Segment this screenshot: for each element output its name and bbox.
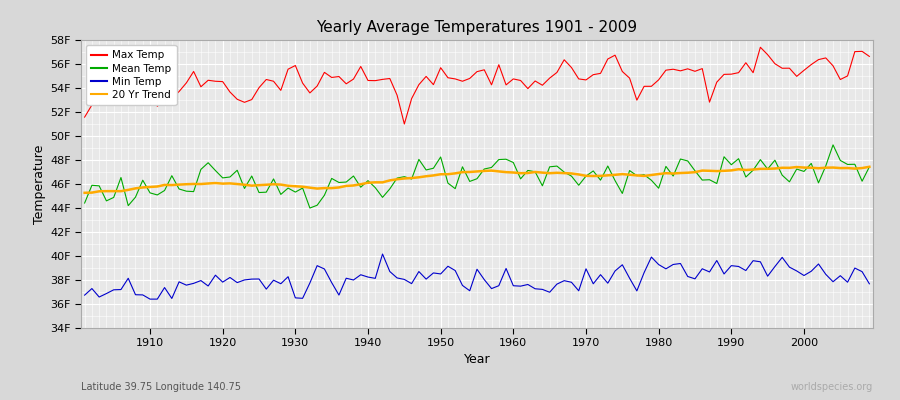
Text: worldspecies.org: worldspecies.org: [791, 382, 873, 392]
Text: Latitude 39.75 Longitude 140.75: Latitude 39.75 Longitude 140.75: [81, 382, 241, 392]
X-axis label: Year: Year: [464, 352, 490, 366]
Legend: Max Temp, Mean Temp, Min Temp, 20 Yr Trend: Max Temp, Mean Temp, Min Temp, 20 Yr Tre…: [86, 45, 176, 105]
Y-axis label: Temperature: Temperature: [32, 144, 46, 224]
Title: Yearly Average Temperatures 1901 - 2009: Yearly Average Temperatures 1901 - 2009: [317, 20, 637, 35]
